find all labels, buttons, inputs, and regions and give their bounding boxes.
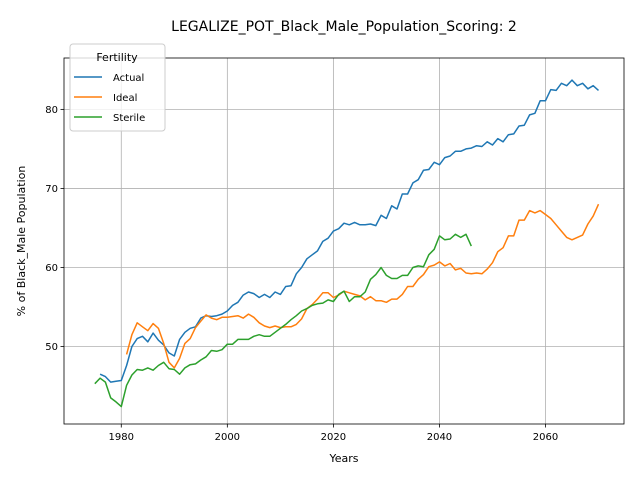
x-tick-label: 2020	[321, 432, 346, 443]
plot-frame	[63, 57, 625, 425]
legend-label-sterile: Sterile	[113, 113, 145, 124]
y-axis-label: % of Black_Male Population	[15, 166, 28, 317]
legend-label-actual: Actual	[113, 73, 144, 84]
y-tick-label: 60	[45, 263, 58, 274]
x-tick-label: 2000	[215, 432, 240, 443]
legend-box	[69, 43, 166, 132]
axis-ticks: 1980 2000 2020 2040 2060 50 60 70 80	[45, 105, 558, 443]
series-line-actual	[99, 79, 599, 383]
series-line-sterile	[94, 233, 472, 408]
x-tick-label: 2060	[533, 432, 558, 443]
series-lines	[94, 79, 600, 408]
y-tick-label: 70	[45, 184, 58, 195]
chart-title: LEGALIZE_POT_Black_Male_Population_Scori…	[171, 19, 517, 35]
x-axis-label: Years	[328, 452, 358, 465]
legend-label-ideal: Ideal	[113, 93, 137, 104]
legend: Fertility Actual Ideal Sterile	[69, 43, 166, 132]
x-tick-label: 1980	[109, 432, 134, 443]
y-tick-label: 50	[45, 342, 58, 353]
series-line-ideal	[125, 203, 600, 369]
x-tick-label: 2040	[427, 432, 452, 443]
legend-title: Fertility	[96, 51, 138, 64]
y-tick-label: 80	[45, 105, 58, 116]
legend-items: Actual Ideal Sterile	[74, 73, 145, 124]
